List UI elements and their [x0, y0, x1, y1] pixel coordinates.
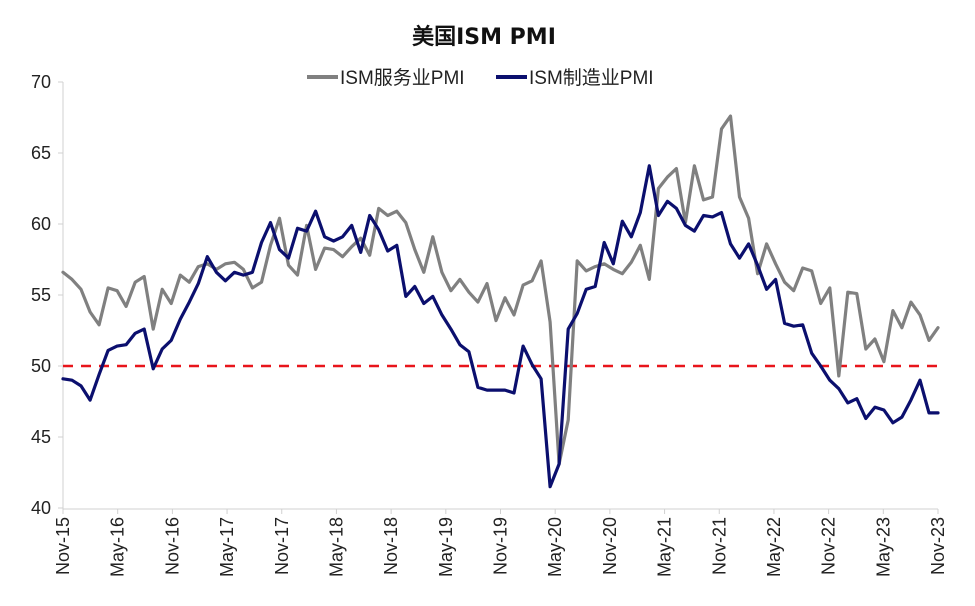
x-tick-label: May-23 — [873, 517, 893, 577]
x-tick-label: Nov-17 — [272, 517, 292, 575]
y-tick-label: 60 — [31, 214, 51, 234]
chart-title: 美国ISM PMI — [412, 24, 556, 50]
series-line-services-pmi — [61, 114, 940, 466]
x-tick-label: Nov-16 — [162, 517, 182, 575]
x-tick-label: Nov-23 — [928, 517, 948, 575]
x-tick-label: May-16 — [108, 517, 128, 577]
x-tick-label: Nov-20 — [600, 517, 620, 575]
x-tick-label: May-17 — [217, 517, 237, 577]
y-tick-label: 40 — [31, 498, 51, 518]
series-line-manufacturing-pmi — [61, 164, 940, 489]
x-axis: Nov-15 May-16 Nov-16 May-17 Nov-17 May-18 Nov-… — [53, 508, 948, 577]
legend-label-services: ISM服务业PMI — [340, 67, 465, 89]
x-tick-label: Nov-21 — [709, 517, 729, 575]
x-tick-label: May-22 — [764, 517, 784, 577]
legend-label-manufacturing: ISM制造业PMI — [529, 67, 654, 89]
y-tick-label: 65 — [31, 143, 51, 163]
x-tick-label: Nov-19 — [491, 517, 511, 575]
x-tick-label: May-19 — [436, 517, 456, 577]
series-layer — [61, 114, 940, 489]
x-tick-label: May-21 — [655, 517, 675, 577]
y-axis: 40 45 50 55 60 65 70 — [31, 72, 64, 518]
x-tick-label: May-18 — [326, 517, 346, 577]
y-tick-label: 45 — [31, 427, 51, 447]
y-tick-label: 70 — [31, 72, 51, 92]
x-tick-label: Nov-18 — [381, 517, 401, 575]
x-tick-label: Nov-15 — [53, 517, 73, 575]
x-tick-label: May-20 — [545, 517, 565, 577]
y-tick-label: 50 — [31, 356, 51, 376]
legend: ISM服务业PMI ISM制造业PMI — [307, 67, 654, 89]
y-tick-label: 55 — [31, 285, 51, 305]
x-tick-label: Nov-22 — [819, 517, 839, 575]
